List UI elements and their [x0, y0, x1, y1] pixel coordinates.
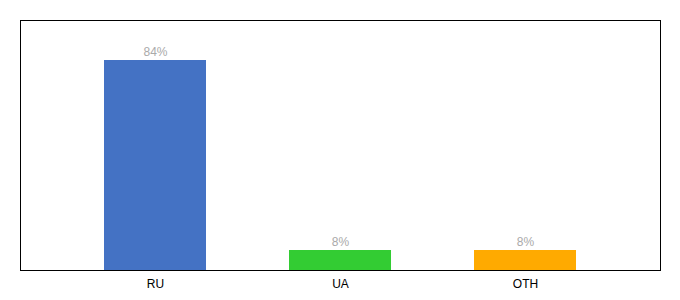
- svg-text:84%: 84%: [143, 45, 167, 59]
- svg-text:8%: 8%: [517, 235, 535, 249]
- svg-text:UA: UA: [332, 277, 349, 291]
- svg-text:8%: 8%: [332, 235, 350, 249]
- svg-text:OTH: OTH: [513, 277, 538, 291]
- svg-text:RU: RU: [147, 277, 164, 291]
